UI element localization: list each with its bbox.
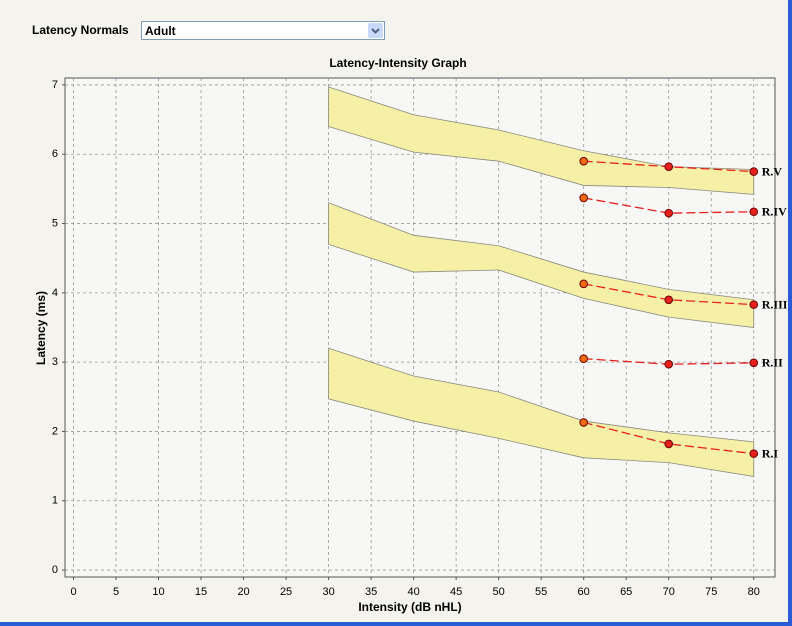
y-tick-label: 7 (52, 79, 58, 91)
control-label: Latency Normals (32, 23, 129, 37)
data-point (749, 207, 759, 217)
x-tick-label: 50 (493, 586, 505, 598)
x-tick-label: 65 (620, 586, 632, 598)
x-tick-label: 70 (663, 586, 675, 598)
x-tick-label: 75 (705, 586, 717, 598)
y-tick-label: 4 (52, 287, 58, 299)
series-label: R.V (762, 164, 783, 178)
x-tick-label: 20 (237, 586, 249, 598)
x-tick-label: 30 (322, 586, 334, 598)
dropdown-arrow (371, 28, 380, 34)
data-point (749, 167, 759, 176)
data-point (579, 193, 588, 203)
x-tick-label: 60 (578, 586, 590, 598)
data-point (664, 359, 674, 369)
x-tick-label: 0 (70, 586, 76, 598)
normal-band (328, 86, 755, 195)
data-point (749, 300, 759, 309)
data-point (664, 162, 674, 172)
data-point (749, 358, 759, 368)
data-point (664, 208, 674, 218)
x-tick-label: 15 (195, 586, 207, 598)
x-tick-label: 25 (280, 586, 292, 598)
plot-area (64, 77, 776, 578)
x-axis-label: Intensity (dB nHL) (358, 600, 461, 614)
series-label: R.II (762, 356, 783, 370)
normal-band (328, 347, 755, 477)
series-label: R.I (762, 446, 779, 460)
y-tick-label: 5 (52, 217, 58, 229)
x-tick-label: 80 (748, 586, 760, 598)
y-tick-label: 1 (52, 495, 58, 507)
x-tick-label: 40 (407, 586, 419, 598)
y-tick-label: 2 (52, 425, 58, 437)
normal-band (328, 202, 755, 328)
x-tick-label: 55 (535, 586, 547, 598)
x-tick-label: 10 (152, 586, 164, 598)
y-tick-label: 6 (52, 148, 58, 160)
x-tick-label: 5 (113, 586, 119, 598)
data-point (749, 449, 759, 458)
data-point (664, 439, 674, 449)
data-point (664, 295, 674, 305)
series-label: R.III (762, 297, 788, 311)
data-point (579, 156, 588, 166)
data-point (579, 354, 588, 363)
dropdown[interactable]: Adult (141, 21, 385, 40)
y-tick-label: 0 (52, 564, 58, 576)
y-tick-label: 3 (52, 356, 58, 368)
series-line (583, 421, 754, 455)
data-point (579, 418, 588, 427)
x-tick-label: 45 (450, 586, 462, 598)
dropdown-button[interactable] (368, 23, 383, 38)
chart-title: Latency-Intensity Graph (329, 56, 466, 70)
dropdown-value: Adult (145, 24, 176, 38)
y-axis-label: Latency (ms) (34, 291, 48, 365)
data-point (579, 279, 588, 289)
series-label: R.IV (762, 205, 787, 219)
x-tick-label: 35 (365, 586, 377, 598)
